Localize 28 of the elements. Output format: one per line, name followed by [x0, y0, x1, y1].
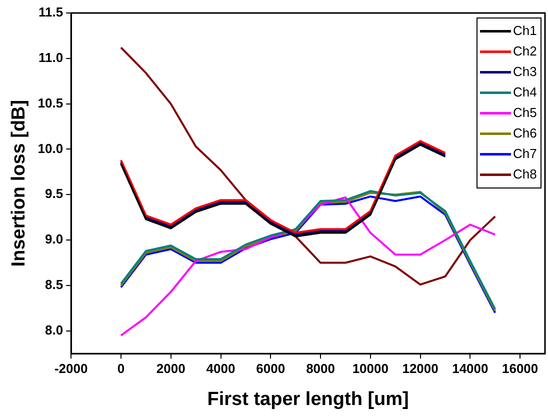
x-tick-label: 14000 — [452, 360, 488, 376]
legend-label: Ch6 — [513, 125, 537, 140]
x-tick-label: 16000 — [502, 360, 538, 376]
x-tick-label: 8000 — [306, 360, 335, 376]
x-tick-label: 12000 — [402, 360, 438, 376]
x-axis-title: First taper length [um] — [207, 388, 409, 410]
y-tick-label: 9.0 — [45, 232, 64, 247]
legend-label: Ch8 — [513, 166, 537, 182]
x-tick-label: -2000 — [54, 360, 88, 376]
x-tick-label: 2000 — [156, 360, 186, 376]
x-tick-label: 6000 — [256, 360, 286, 376]
legend-label: Ch2 — [513, 43, 537, 58]
legend-label: Ch7 — [513, 146, 537, 161]
legend-label: Ch4 — [513, 84, 537, 100]
y-tick-label: 10.5 — [38, 95, 64, 110]
legend-label: Ch5 — [513, 104, 537, 120]
legend-label: Ch3 — [513, 64, 537, 79]
y-tick-label: 8.0 — [45, 322, 64, 338]
y-tick-label: 11.0 — [38, 50, 64, 65]
x-tick-label: 4000 — [206, 360, 236, 376]
y-tick-label: 9.5 — [45, 186, 64, 202]
x-tick-label: 0 — [117, 360, 125, 376]
y-tick-label: 11.5 — [38, 4, 64, 20]
y-tick-label: 8.5 — [45, 277, 64, 292]
legend-label: Ch1 — [513, 22, 537, 38]
y-axis-title: Insertion loss [dB] — [8, 100, 30, 267]
x-tick-label: 10000 — [352, 360, 388, 376]
y-tick-label: 10.0 — [38, 140, 64, 156]
